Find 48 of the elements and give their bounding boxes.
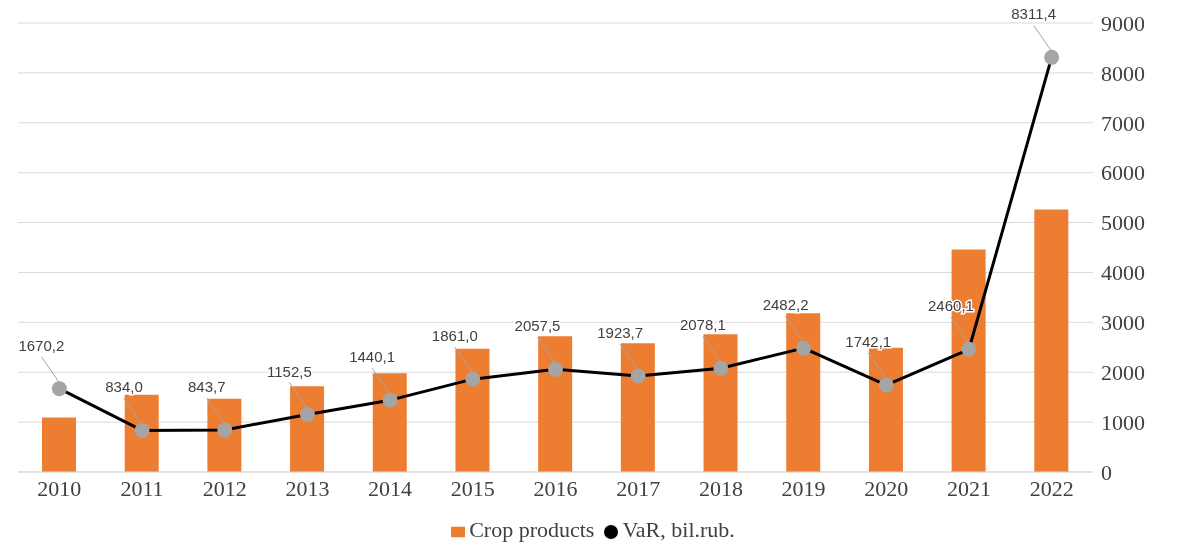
bar	[868, 347, 903, 472]
x-tick-label: 2010	[37, 475, 82, 501]
bar	[372, 373, 407, 472]
data-label: 1861,0	[431, 327, 478, 345]
bar	[455, 348, 490, 472]
bar	[124, 394, 159, 472]
bar	[290, 386, 325, 472]
data-label: 843,7	[187, 377, 226, 395]
bar	[786, 313, 821, 472]
x-tick-label: 2021	[946, 475, 991, 501]
x-tick-label: 2012	[202, 475, 247, 501]
data-label: 1670,2	[18, 336, 65, 354]
bar	[703, 334, 738, 472]
x-tick-label: 2022	[1029, 475, 1074, 501]
data-label: 1923,7	[597, 324, 644, 342]
x-tick-label: 2016	[533, 475, 578, 501]
data-label: 2078,1	[679, 316, 726, 334]
data-label: 1152,5	[267, 362, 312, 380]
x-tick-label: 2019	[781, 475, 826, 501]
data-label: 2482,2	[762, 296, 809, 314]
x-tick-label: 2018	[698, 475, 743, 501]
y-tick-label: 4000	[1101, 260, 1145, 286]
x-tick-label: 2013	[285, 475, 330, 501]
bar	[42, 417, 76, 472]
y-tick-label: 9000	[1101, 10, 1145, 36]
data-label: 1742,1	[845, 333, 892, 351]
legend-label: VaR, bil.rub.	[622, 517, 735, 542]
y-tick-label: 8000	[1101, 60, 1145, 86]
data-label: 1440,1	[349, 348, 396, 366]
data-label: 834,0	[105, 378, 143, 396]
y-tick-label: 6000	[1101, 160, 1145, 186]
bar	[538, 336, 573, 472]
legend-label: Crop products	[469, 517, 595, 542]
y-tick-label: 1000	[1101, 409, 1145, 435]
y-tick-label: 5000	[1101, 210, 1145, 236]
bar	[1034, 209, 1069, 472]
x-tick-label: 2011	[120, 475, 164, 501]
data-label: 2057,5	[514, 317, 561, 335]
x-tick-label: 2020	[864, 475, 909, 501]
y-tick-label: 0	[1101, 459, 1112, 485]
x-tick-label: 2017	[616, 475, 661, 501]
x-tick-label: 2015	[450, 475, 495, 501]
y-tick-label: 7000	[1101, 110, 1145, 136]
x-tick-label: 2014	[368, 475, 413, 501]
bar	[620, 343, 655, 472]
data-label: 8311,4	[1011, 5, 1057, 23]
y-tick-label: 3000	[1101, 310, 1145, 336]
y-tick-label: 2000	[1101, 360, 1145, 386]
